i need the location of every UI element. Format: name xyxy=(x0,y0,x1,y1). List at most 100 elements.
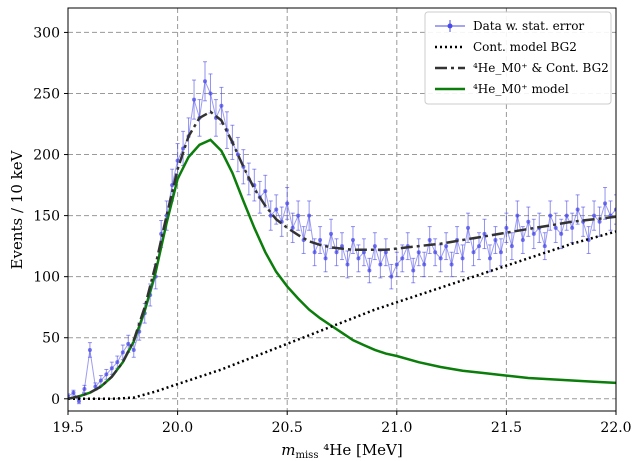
data-point xyxy=(290,225,295,230)
data-point xyxy=(564,213,569,218)
data-point xyxy=(98,378,103,383)
data-point xyxy=(575,207,580,212)
y-axis-label: Events / 10 keV xyxy=(8,149,26,269)
data-point xyxy=(422,262,427,267)
legend-box xyxy=(424,11,612,105)
data-point xyxy=(477,244,481,249)
data-point xyxy=(104,372,109,377)
data-point xyxy=(553,225,558,230)
data-point xyxy=(416,250,421,255)
data-point xyxy=(570,225,575,230)
x-axis-label: mmiss ⁴He [MeV] xyxy=(281,441,402,461)
signal-model-line-group xyxy=(68,138,616,401)
data-point xyxy=(263,189,268,194)
data-point xyxy=(87,347,92,352)
data-point xyxy=(120,350,125,355)
data-point xyxy=(350,238,355,243)
data-point xyxy=(296,213,301,218)
data-point xyxy=(526,219,531,224)
data-point xyxy=(460,256,465,261)
data-point xyxy=(427,238,432,243)
data-point xyxy=(367,268,372,273)
data-point xyxy=(274,207,279,212)
data-point xyxy=(219,103,224,108)
data-point xyxy=(482,231,487,236)
data-point xyxy=(433,250,438,255)
data-point xyxy=(318,238,323,243)
data-point xyxy=(515,213,520,218)
y-tick-label: 50 xyxy=(42,331,60,347)
data-point xyxy=(268,213,273,218)
legend-label: Cont. model BG2 xyxy=(473,40,577,54)
x-tick-label: 21.5 xyxy=(491,420,522,436)
data-point xyxy=(203,79,207,84)
y-tick-label: 300 xyxy=(33,25,60,41)
data-point xyxy=(592,213,597,218)
data-point xyxy=(444,244,449,249)
data-point xyxy=(356,256,361,261)
plot-series xyxy=(68,61,616,405)
data-point xyxy=(466,225,471,230)
data-point xyxy=(400,256,405,261)
x-tick-label: 19.5 xyxy=(52,420,83,436)
y-tick-label: 0 xyxy=(51,392,60,408)
data-point xyxy=(493,238,498,243)
data-point xyxy=(542,244,547,249)
data-point xyxy=(438,256,443,261)
data-point xyxy=(487,256,492,261)
data-point xyxy=(312,250,317,255)
data-point xyxy=(115,360,120,365)
y-tick-label: 100 xyxy=(33,270,60,286)
data-point xyxy=(71,390,76,395)
data-point xyxy=(383,250,388,255)
data-point xyxy=(394,262,399,267)
data-point xyxy=(449,262,454,267)
data-point xyxy=(378,262,383,267)
legend-swatch-point xyxy=(447,23,453,29)
legend: Data w. stat. error Cont. model BG2 ⁴He_M0… xyxy=(424,11,612,105)
data-point xyxy=(498,250,503,255)
data-point xyxy=(509,244,514,249)
data-point xyxy=(126,341,131,346)
data-point xyxy=(548,213,553,218)
data-point xyxy=(285,201,290,206)
data-point xyxy=(603,201,608,206)
legend-label: ⁴He_M0⁺ model xyxy=(473,82,569,96)
data-point xyxy=(208,91,213,96)
bg2-model-line-group xyxy=(68,230,616,401)
data-point xyxy=(175,158,180,163)
y-tick-label: 150 xyxy=(33,209,60,225)
x-tick-label: 20.5 xyxy=(272,420,303,436)
legend-label: ⁴He_M0⁺ & Cont. BG2 xyxy=(473,61,609,75)
data-point xyxy=(323,256,328,261)
data-point xyxy=(597,219,602,224)
bg2-model-line xyxy=(68,230,616,401)
data-point xyxy=(76,399,81,404)
data-point xyxy=(520,238,525,243)
x-tick-label: 22.0 xyxy=(600,420,631,436)
data-point xyxy=(82,387,87,392)
total-model-line-group xyxy=(68,110,616,401)
y-tick-label: 250 xyxy=(33,86,60,102)
data-point xyxy=(109,366,114,371)
data-point xyxy=(559,231,564,236)
data-point xyxy=(345,262,350,267)
signal-model-line xyxy=(68,138,616,401)
data-point xyxy=(192,97,197,102)
data-point xyxy=(329,231,334,236)
axes: 19.5 20.0 20.5 21.0 21.5 22.0 0 50 100 150 200 250 3… xyxy=(33,25,631,436)
data-point xyxy=(504,225,509,230)
total-model-line xyxy=(68,110,616,401)
data-point xyxy=(372,244,377,249)
data-point xyxy=(340,244,344,249)
data-point xyxy=(334,250,339,255)
data-point xyxy=(93,384,98,389)
x-tick-label: 21.0 xyxy=(381,420,412,436)
x-tick-label: 20.0 xyxy=(162,420,193,436)
data-point xyxy=(307,213,312,218)
plot-frame xyxy=(67,7,617,412)
legend-label: Data w. stat. error xyxy=(473,19,584,33)
data-point xyxy=(531,231,536,236)
